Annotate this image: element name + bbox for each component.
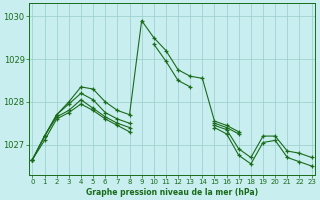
- X-axis label: Graphe pression niveau de la mer (hPa): Graphe pression niveau de la mer (hPa): [86, 188, 258, 197]
